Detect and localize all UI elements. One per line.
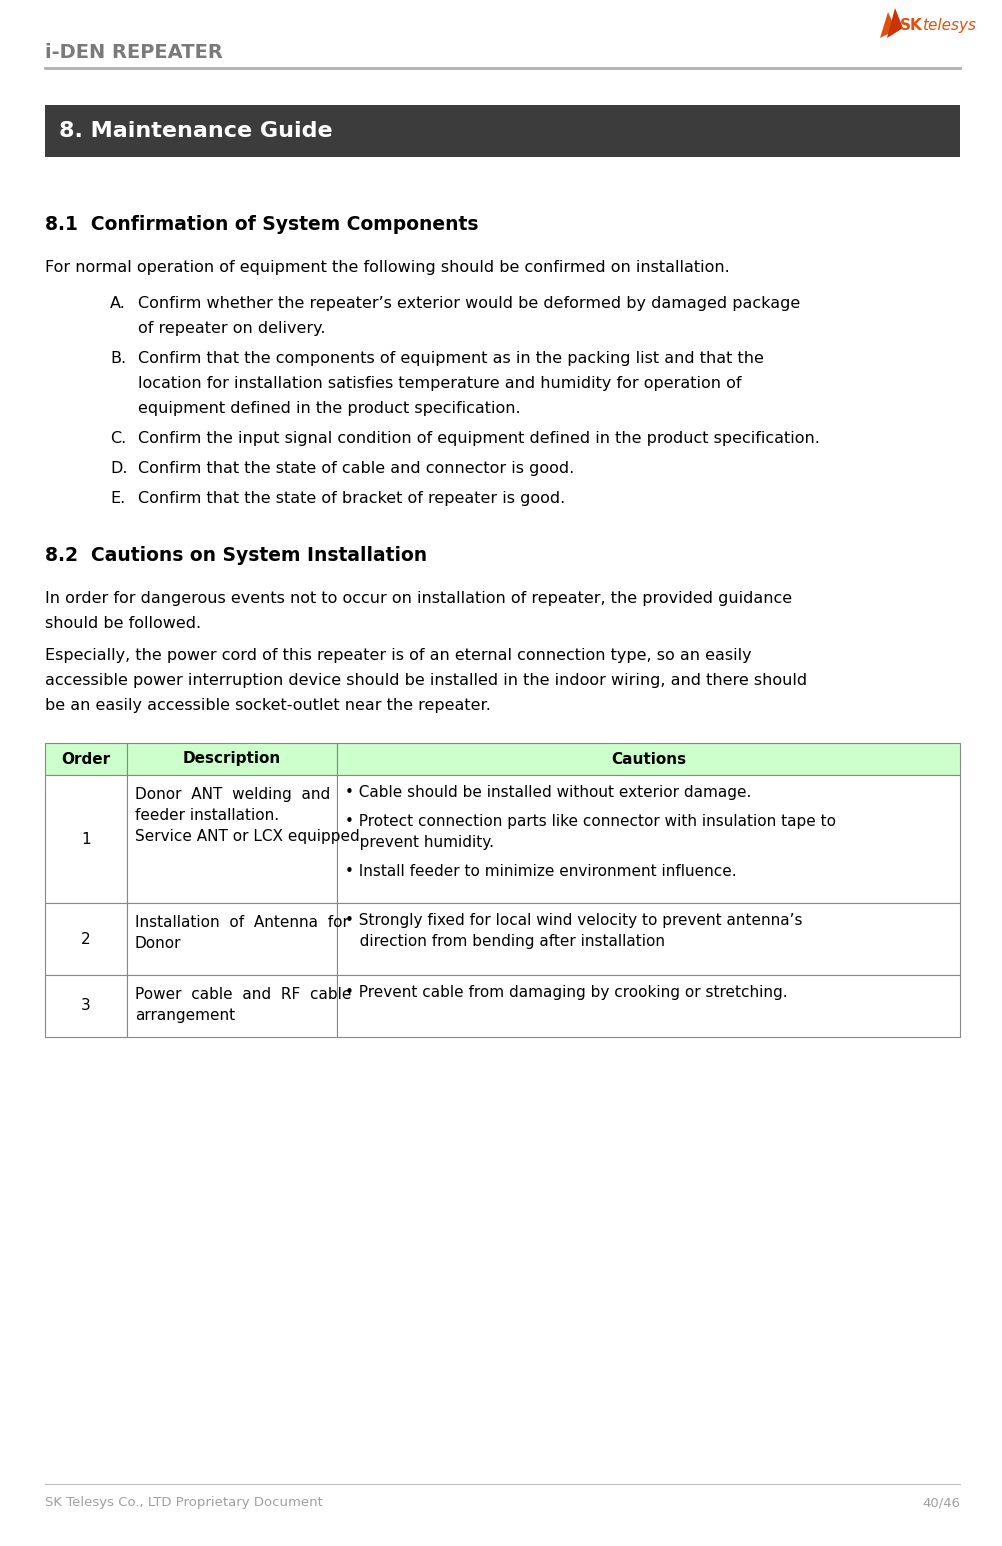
- Text: equipment defined in the product specification.: equipment defined in the product specifi…: [138, 400, 521, 416]
- Text: 40/46: 40/46: [922, 1497, 960, 1509]
- Polygon shape: [880, 12, 896, 39]
- Text: B.: B.: [110, 351, 126, 366]
- Text: of repeater on delivery.: of repeater on delivery.: [138, 322, 326, 335]
- Text: telesys: telesys: [922, 19, 976, 32]
- Text: Installation  of  Antenna  for: Installation of Antenna for: [135, 915, 349, 931]
- Text: SK Telesys Co., LTD Proprietary Document: SK Telesys Co., LTD Proprietary Document: [45, 1497, 323, 1509]
- Text: Confirm that the state of cable and connector is good.: Confirm that the state of cable and conn…: [138, 461, 574, 476]
- Bar: [337, 775, 960, 903]
- Text: C.: C.: [110, 431, 126, 445]
- Text: Confirm that the components of equipment as in the packing list and that the: Confirm that the components of equipment…: [138, 351, 764, 366]
- Bar: [45, 744, 127, 775]
- Bar: [337, 903, 960, 976]
- Text: E.: E.: [110, 492, 125, 506]
- Text: accessible power interruption device should be installed in the indoor wiring, a: accessible power interruption device sho…: [45, 673, 808, 688]
- Text: feeder installation.: feeder installation.: [135, 809, 280, 822]
- Text: i-DEN REPEATER: i-DEN REPEATER: [45, 42, 222, 62]
- Text: • Protect connection parts like connector with insulation tape to: • Protect connection parts like connecto…: [345, 815, 836, 829]
- Text: Confirm that the state of bracket of repeater is good.: Confirm that the state of bracket of rep…: [138, 492, 565, 506]
- Text: • Prevent cable from damaging by crooking or stretching.: • Prevent cable from damaging by crookin…: [345, 985, 788, 1000]
- Bar: [337, 976, 960, 1037]
- Bar: [45, 105, 960, 158]
- Text: A.: A.: [110, 295, 126, 311]
- Text: Confirm the input signal condition of equipment defined in the product specifica: Confirm the input signal condition of eq…: [138, 431, 820, 445]
- Text: In order for dangerous events not to occur on installation of repeater, the prov: In order for dangerous events not to occ…: [45, 591, 793, 606]
- Bar: [337, 744, 960, 775]
- Text: Service ANT or LCX equipped: Service ANT or LCX equipped: [135, 829, 360, 844]
- Text: Especially, the power cord of this repeater is of an eternal connection type, so: Especially, the power cord of this repea…: [45, 648, 752, 663]
- Bar: [45, 976, 127, 1037]
- Text: be an easily accessible socket-outlet near the repeater.: be an easily accessible socket-outlet ne…: [45, 697, 491, 713]
- Text: Donor: Donor: [135, 935, 181, 951]
- Text: location for installation satisfies temperature and humidity for operation of: location for installation satisfies temp…: [138, 376, 741, 391]
- Bar: [45, 903, 127, 976]
- Text: Cautions: Cautions: [611, 751, 686, 767]
- Text: • Cable should be installed without exterior damage.: • Cable should be installed without exte…: [345, 785, 752, 799]
- Text: D.: D.: [110, 461, 127, 476]
- Text: Donor  ANT  welding  and: Donor ANT welding and: [135, 787, 331, 802]
- Text: 3: 3: [81, 999, 91, 1014]
- Bar: [127, 903, 337, 976]
- Text: Confirm whether the repeater’s exterior would be deformed by damaged package: Confirm whether the repeater’s exterior …: [138, 295, 801, 311]
- Text: SK: SK: [900, 19, 923, 32]
- Text: • Install feeder to minimize environment influence.: • Install feeder to minimize environment…: [345, 864, 736, 880]
- Text: Description: Description: [183, 751, 282, 767]
- Text: Order: Order: [61, 751, 110, 767]
- Text: direction from bending after installation: direction from bending after installatio…: [345, 934, 665, 949]
- Text: • Strongly fixed for local wind velocity to prevent antenna’s: • Strongly fixed for local wind velocity…: [345, 914, 803, 928]
- Bar: [127, 775, 337, 903]
- Bar: [45, 775, 127, 903]
- Text: 8. Maintenance Guide: 8. Maintenance Guide: [59, 121, 333, 141]
- Text: should be followed.: should be followed.: [45, 615, 201, 631]
- Bar: [127, 744, 337, 775]
- Text: For normal operation of equipment the following should be confirmed on installat: For normal operation of equipment the fo…: [45, 260, 729, 275]
- Text: arrangement: arrangement: [135, 1008, 235, 1023]
- Text: 8.2  Cautions on System Installation: 8.2 Cautions on System Installation: [45, 546, 427, 564]
- Text: 2: 2: [81, 932, 91, 946]
- Text: 8.1  Confirmation of System Components: 8.1 Confirmation of System Components: [45, 215, 479, 233]
- Text: prevent humidity.: prevent humidity.: [345, 835, 494, 850]
- Text: 1: 1: [81, 832, 91, 847]
- Text: Power  cable  and  RF  cable: Power cable and RF cable: [135, 986, 352, 1002]
- Bar: [127, 976, 337, 1037]
- Polygon shape: [887, 8, 903, 39]
